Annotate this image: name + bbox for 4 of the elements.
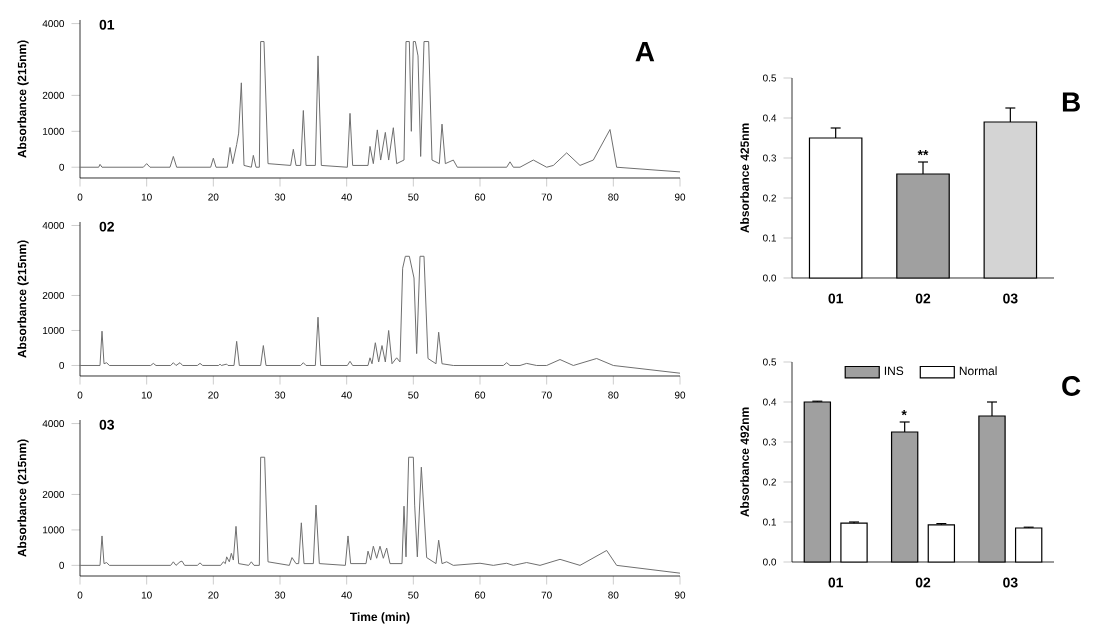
text: C	[1062, 376, 1081, 396]
line-series	[79, 41, 681, 173]
text: B	[1062, 92, 1080, 112]
annotation: A	[635, 42, 655, 62]
